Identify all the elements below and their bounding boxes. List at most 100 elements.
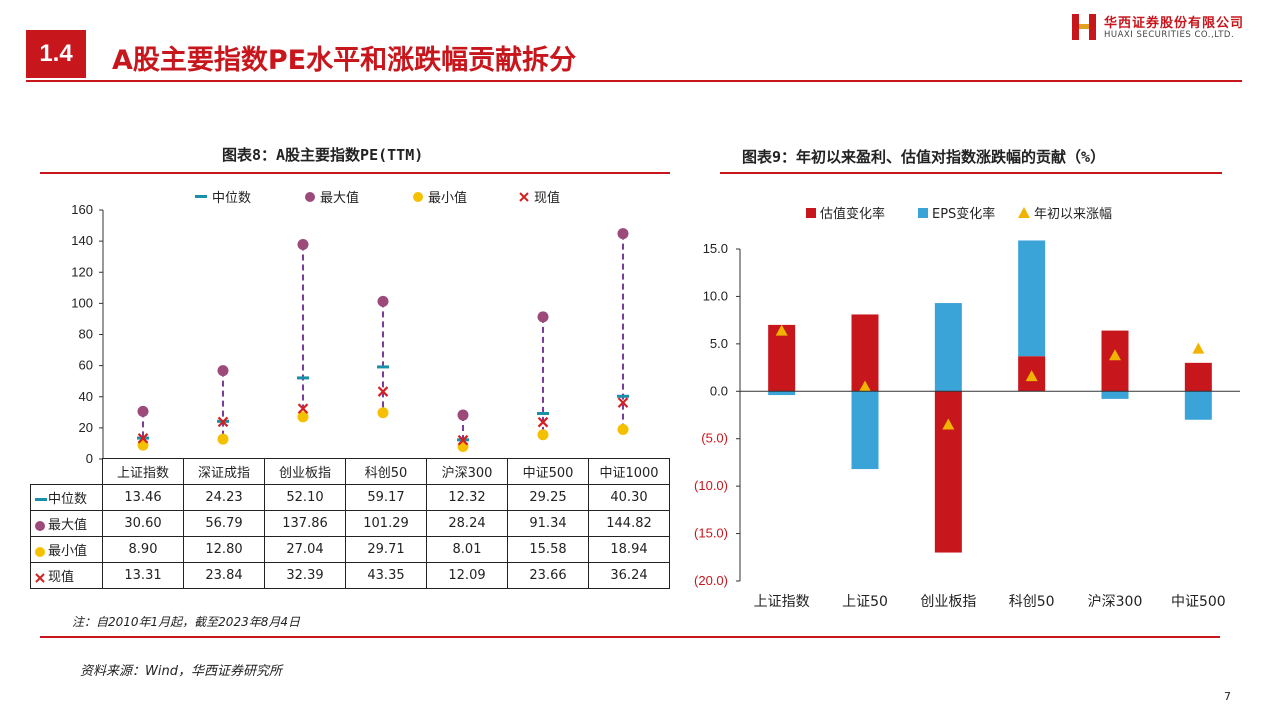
max-point: [217, 365, 229, 377]
table-cell: 43.35: [345, 562, 427, 589]
return-marker: [775, 324, 788, 336]
eps-bar: [1018, 240, 1046, 357]
max-point: [297, 238, 309, 250]
max-point: [457, 409, 469, 421]
teal-dash-icon: [195, 194, 207, 198]
return-marker: [942, 418, 955, 430]
table-row-header: 最小值: [30, 536, 103, 563]
table-col-header: 中证1000: [588, 458, 670, 485]
table-cell: 23.66: [507, 562, 589, 589]
median-marker: [537, 411, 549, 415]
y-tick-label: 60: [79, 358, 93, 373]
current-point: [457, 434, 469, 446]
purple-circle-icon: [305, 191, 315, 202]
fig8-legend-median-label: 中位数: [212, 191, 252, 206]
current-point: [537, 416, 549, 428]
min-point: [537, 429, 549, 441]
fig9-legend-eps: EPS变化率: [918, 203, 995, 222]
y-tick-label: (5.0): [701, 431, 728, 446]
table-cell: 12.09: [426, 562, 508, 589]
yellow-circle-icon: [35, 546, 45, 557]
x-tick-label: 科创50: [1009, 594, 1055, 610]
y-tick-label: (15.0): [694, 526, 728, 541]
fig8-legend-current-label: 现值: [534, 191, 561, 206]
table-cell: 40.30: [588, 484, 670, 511]
y-tick-label: 100: [71, 295, 93, 310]
valuation-bar: [934, 391, 962, 553]
valuation-bar: [1101, 330, 1129, 392]
fig8-legend-min-label: 最小值: [428, 191, 468, 206]
table-cell: 23.84: [183, 562, 265, 589]
fig8-legend-max-label: 最大值: [320, 191, 360, 206]
min-point: [617, 424, 629, 436]
table-cell: 137.86: [264, 510, 346, 537]
table-row-header: 最大值: [30, 510, 103, 537]
x-tick-label: 上证指数: [754, 594, 810, 610]
fig9-legend-return-label: 年初以来涨幅: [1034, 207, 1113, 222]
return-marker: [1192, 342, 1205, 354]
return-marker: [859, 380, 871, 392]
figure9-title: 图表9：年初以来盈利、估值对指数涨跌幅的贡献（%）: [742, 148, 1106, 166]
table-row: 最大值 30.60 56.79 137.86 101.29 28.24 91.3…: [30, 510, 670, 537]
x-tick-label: 创业板指: [920, 594, 976, 610]
max-point: [377, 295, 389, 307]
eps-bar: [1184, 391, 1212, 420]
table-cell: 15.58: [507, 536, 589, 563]
table-col-header: 创业板指: [264, 458, 346, 485]
fig8-legend-current: 现值: [518, 187, 560, 206]
y-tick-label: 10.0: [703, 288, 728, 303]
y-tick-label: 140: [71, 233, 93, 248]
table-row-label: 最大值: [48, 518, 88, 533]
current-point: [617, 397, 629, 408]
table-cell: 18.94: [588, 536, 670, 563]
figure9-rule: [720, 172, 1222, 174]
table-col-header: 沪深300: [426, 458, 508, 485]
table-cell: 28.24: [426, 510, 508, 537]
table-row-label: 现值: [48, 570, 75, 585]
table-row-header: 中位数: [30, 484, 103, 511]
purple-circle-icon: [35, 520, 45, 531]
x-tick-label: 中证500: [1171, 594, 1226, 610]
return-marker: [1025, 370, 1038, 382]
fig8-legend-max: 最大值: [304, 187, 359, 206]
y-tick-label: 5.0: [710, 336, 728, 351]
section-number-badge: 1.4: [26, 30, 86, 78]
table-col-header: 科创50: [345, 458, 427, 485]
return-marker: [1109, 349, 1121, 361]
y-tick-label: 80: [79, 327, 93, 342]
eps-bar: [1101, 391, 1129, 399]
y-tick-label: (20.0): [694, 573, 728, 588]
table-row: 现值 13.31 23.84 32.39 43.35 12.09 23.66 3…: [30, 562, 670, 589]
table-cell: 27.04: [264, 536, 346, 563]
table-header-row: 上证指数 深证成指 创业板指 科创50 沪深300 中证500 中证1000: [30, 458, 670, 485]
max-point: [137, 405, 149, 417]
pe-data-table: 上证指数 深证成指 创业板指 科创50 沪深300 中证500 中证1000 中…: [30, 458, 670, 589]
eps-bar: [768, 391, 796, 396]
valuation-bar: [851, 314, 879, 392]
huaxi-logo-icon: [1072, 14, 1096, 40]
y-tick-label: 120: [71, 264, 93, 279]
y-tick-label: 0.0: [710, 383, 728, 398]
logo-english-name: HUAXI SECURITIES CO.,LTD.: [1104, 30, 1235, 40]
logo-chinese-name: 华西证券股份有限公司: [1104, 16, 1245, 31]
fig9-legend-valuation-label: 估值变化率: [820, 207, 886, 222]
table-row: 中位数 13.46 24.23 52.10 59.17 12.32 29.25 …: [30, 484, 670, 511]
y-tick-label: 20: [79, 420, 93, 435]
eps-bar: [851, 391, 879, 470]
figure8-title: 图表8：A股主要指数PE(TTM): [222, 146, 424, 164]
footer-rule: [40, 636, 1220, 638]
red-x-icon: [35, 572, 45, 583]
table-row-label: 中位数: [48, 492, 88, 507]
table-cell: 13.46: [102, 484, 184, 511]
y-tick-label: (10.0): [694, 478, 728, 493]
x-tick-label: 沪深300: [1088, 594, 1143, 610]
blue-square-icon: [918, 207, 928, 218]
current-point: [297, 403, 309, 414]
valuation-bar: [1184, 362, 1212, 392]
table-cell: 12.32: [426, 484, 508, 511]
page-number: 7: [1224, 690, 1231, 703]
table-cell: 29.71: [345, 536, 427, 563]
red-square-icon: [806, 207, 816, 218]
